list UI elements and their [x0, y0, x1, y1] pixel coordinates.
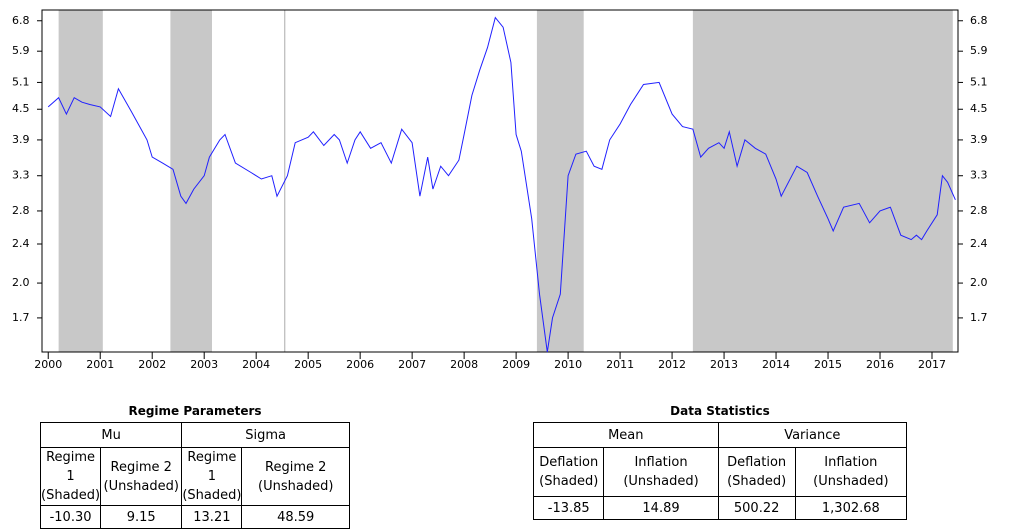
value-row: -10.30 9.15 13.21 48.59	[39, 505, 350, 529]
shaded-period	[58, 10, 103, 352]
subheader-line: (Unshaded)	[258, 478, 334, 494]
x-tick-label: 2013	[710, 358, 738, 371]
y-tick-label: 3.9	[12, 133, 30, 146]
y-tick-label: 5.9	[12, 44, 30, 57]
group-row: Mu Sigma	[39, 422, 350, 448]
subheader-line: (Unshaded)	[103, 478, 179, 494]
x-tick-label: 2002	[138, 358, 166, 371]
subheader-line: (Unshaded)	[623, 474, 699, 489]
table: Mu Sigma Regime 1 (Shaded) Regime 2 (Unshaded…	[39, 422, 350, 529]
subheader-line: (Shaded)	[539, 474, 599, 489]
table-title: Regime Parameters	[128, 404, 262, 418]
group-header: Mean	[533, 422, 719, 448]
y2-tick-label: 5.1	[970, 75, 988, 88]
subheader-line: (Unshaded)	[813, 474, 889, 489]
x-tick-label: 2009	[502, 358, 530, 371]
y-tick-label: 3.3	[12, 169, 30, 182]
subheader-line: Inflation	[634, 455, 688, 470]
x-tick-label: 2015	[814, 358, 842, 371]
table-value: 48.59	[241, 505, 350, 529]
y2-tick-label: 4.5	[970, 102, 988, 115]
regime-table: Regime Parameters Mu Sigma Regime 1 (Shaded)…	[39, 400, 350, 529]
subheader: Deflation (Shaded)	[717, 447, 796, 497]
x-tick-label: 2010	[554, 358, 582, 371]
x-tick-label: 2014	[762, 358, 790, 371]
table: Mean Variance Deflation (Shaded) Inflation (U…	[532, 422, 908, 520]
subheader: Inflation (Unshaded)	[603, 447, 719, 497]
table-value: 14.89	[603, 496, 719, 520]
subheader: Inflation (Unshaded)	[794, 447, 908, 497]
chart: 1.7 1.7 2.0 2.0 2.4 2.4 2.8 2.8 3.3 3.3 3.9 3.9 4.5 4…	[12, 9, 988, 371]
subheader-line: (Shaded)	[182, 488, 242, 503]
table-value: 1,302.68	[794, 496, 908, 520]
x-tick-label: 2017	[918, 358, 946, 371]
group-header: Sigma	[181, 422, 350, 448]
y-tick-label: 5.1	[12, 75, 30, 88]
x-tick-label: 2008	[450, 358, 478, 371]
y-tick-label: 4.5	[12, 102, 30, 115]
table-value: -13.85	[532, 496, 605, 520]
subheader-line: Regime 2	[265, 459, 327, 475]
shaded-period	[170, 10, 212, 352]
y2-tick-label: 3.9	[970, 133, 988, 146]
x-tick-label: 2005	[294, 358, 322, 371]
subheader-row: Regime 1 (Shaded) Regime 2 (Unshaded) Regime…	[39, 447, 350, 506]
y2-tick-label: 2.4	[970, 237, 988, 250]
group-row: Mean Variance	[533, 422, 908, 448]
table-value: 13.21	[181, 505, 243, 529]
y2-tick-label: 5.9	[970, 44, 988, 57]
group-header: Variance	[717, 422, 908, 448]
table-title: Data Statistics	[670, 404, 770, 418]
y-tick-label: 2.4	[12, 237, 30, 250]
subheader-line: Deflation	[727, 455, 787, 470]
line-series	[47, 16, 956, 353]
y2-tick-label: 2.0	[970, 276, 988, 289]
x-tick-label: 2007	[398, 358, 426, 371]
subheader: Regime 2 (Unshaded)	[100, 447, 183, 506]
x-tick-label: 2016	[866, 358, 894, 371]
y-tick-label: 6.8	[12, 14, 30, 27]
y2-tick-label: 6.8	[970, 14, 988, 27]
shaded-period	[692, 10, 953, 352]
x-tick-label: 2012	[658, 358, 686, 371]
subheader-row: Deflation (Shaded) Inflation (Unshaded) Defl…	[532, 447, 908, 497]
subheader-line: Regime 1	[187, 450, 237, 484]
plot-frame	[41, 9, 959, 353]
table-value: -10.30	[39, 505, 102, 529]
subheader: Regime 1 (Shaded)	[181, 447, 243, 506]
x-tick-label: 2001	[86, 358, 114, 371]
y2-tick-label: 2.8	[970, 204, 988, 217]
subheader-line: Inflation	[824, 455, 878, 470]
value-row: -13.85 14.89 500.22 1,302.68	[532, 496, 908, 520]
y-tick-label: 2.0	[12, 276, 30, 289]
x-tick-label: 2004	[242, 358, 270, 371]
table-value: 9.15	[100, 505, 183, 529]
x-tick-label: 2006	[346, 358, 374, 371]
y-tick-label: 1.7	[12, 311, 30, 324]
subheader-line: Regime 1	[46, 450, 96, 484]
subheader: Deflation (Shaded)	[532, 447, 605, 497]
subheader: Regime 2 (Unshaded)	[241, 447, 350, 506]
x-tick-label: 2011	[606, 358, 634, 371]
table-value: 500.22	[717, 496, 796, 520]
y2-tick-label: 3.3	[970, 169, 988, 182]
subheader-line: (Shaded)	[727, 474, 787, 489]
subheader-line: Regime 2	[110, 459, 172, 475]
x-tick-label: 2003	[190, 358, 218, 371]
subheader: Regime 1 (Shaded)	[39, 447, 102, 506]
y-tick-label: 2.8	[12, 204, 30, 217]
subheader-line: Deflation	[539, 455, 599, 470]
stats-table: Data Statistics Mean Variance Deflation (Sha…	[532, 400, 908, 520]
y2-tick-label: 1.7	[970, 311, 988, 324]
x-tick-label: 2000	[34, 358, 62, 371]
shaded-period	[536, 10, 584, 352]
subheader-line: (Shaded)	[41, 488, 101, 503]
group-header: Mu	[39, 422, 183, 448]
